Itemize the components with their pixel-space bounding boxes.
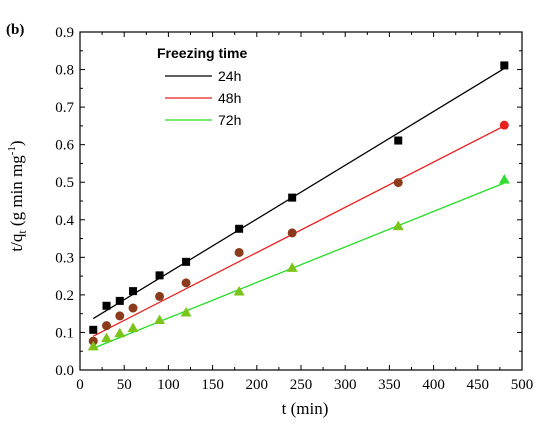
- y-tick-label: 0.2: [55, 288, 74, 304]
- fit-line-48h: [93, 126, 504, 336]
- y-tick-label: 0.5: [55, 175, 74, 191]
- y-axis-title: t/qt (g min mg-1): [6, 140, 29, 251]
- x-tick-label: 450: [467, 377, 490, 393]
- x-tick-label: 0: [76, 377, 84, 393]
- x-tick-label: 100: [157, 377, 180, 393]
- plot-frame: [80, 32, 522, 370]
- data-point-24h: [500, 61, 508, 69]
- y-tick-label: 0.6: [55, 138, 74, 154]
- legend-title: Freezing time: [157, 45, 247, 61]
- x-axis-ticks: 0 50 100 150 200 250 300 350 400 450 500: [76, 32, 533, 393]
- data-point-48h: [500, 121, 509, 130]
- y-axis-title-rest: (g min mg: [7, 155, 26, 231]
- x-axis-title: t (min): [282, 399, 329, 418]
- data-point-48h: [102, 321, 111, 330]
- data-point-24h: [103, 302, 111, 310]
- data-point-24h: [182, 258, 190, 266]
- data-point-72h: [101, 333, 112, 343]
- y-axis-title-end: ): [7, 140, 26, 146]
- data-point-72h: [128, 322, 139, 332]
- data-point-48h: [182, 278, 191, 287]
- x-tick-label: 250: [290, 377, 313, 393]
- data-point-48h: [394, 178, 403, 187]
- data-point-24h: [288, 194, 296, 202]
- x-tick-label: 200: [246, 377, 269, 393]
- y-tick-label: 0.3: [55, 250, 74, 266]
- y-tick-label: 0.0: [55, 363, 74, 379]
- data-point-48h: [288, 228, 297, 237]
- x-tick-label: 400: [422, 377, 445, 393]
- y-tick-label: 0.9: [55, 25, 74, 41]
- legend-label-48h: 48h: [218, 90, 241, 106]
- y-axis-ticks: 0.0 0.1 0.2 0.3 0.4 0.5 0.6 0.7 0.8 0.9: [55, 25, 522, 379]
- x-tick-label: 350: [378, 377, 401, 393]
- data-point-24h: [235, 225, 243, 233]
- data-point-72h: [499, 174, 510, 184]
- plot-area: [80, 32, 522, 370]
- data-point-24h: [394, 137, 402, 145]
- y-tick-label: 0.8: [55, 63, 74, 79]
- data-point-72h: [154, 315, 165, 325]
- data-point-24h: [116, 297, 124, 305]
- data-point-48h: [129, 304, 138, 313]
- x-tick-label: 50: [117, 377, 132, 393]
- data-point-48h: [115, 311, 124, 320]
- data-point-72h: [114, 328, 125, 338]
- data-point-48h: [235, 248, 244, 257]
- fit-line-24h: [93, 68, 504, 318]
- legend-label-72h: 72h: [218, 112, 241, 128]
- y-tick-label: 0.7: [55, 100, 74, 116]
- y-axis-title-main: t/q: [7, 233, 26, 251]
- data-point-24h: [129, 287, 137, 295]
- x-tick-label: 500: [511, 377, 534, 393]
- data-point-24h: [156, 271, 164, 279]
- y-axis-title-sup: -1: [6, 146, 18, 155]
- x-tick-label: 150: [201, 377, 224, 393]
- data-point-24h: [89, 326, 97, 334]
- fit-lines: [93, 68, 504, 348]
- y-tick-label: 0.4: [55, 213, 74, 229]
- legend-entries: 24h 48h 72h: [165, 68, 241, 128]
- x-tick-label: 300: [334, 377, 357, 393]
- legend-label-24h: 24h: [218, 68, 241, 84]
- y-tick-label: 0.1: [55, 325, 74, 341]
- data-point-72h: [393, 221, 404, 231]
- data-point-48h: [155, 292, 164, 301]
- panel-label: (b): [6, 22, 24, 38]
- legend: Freezing time 24h 48h 72h: [157, 45, 247, 128]
